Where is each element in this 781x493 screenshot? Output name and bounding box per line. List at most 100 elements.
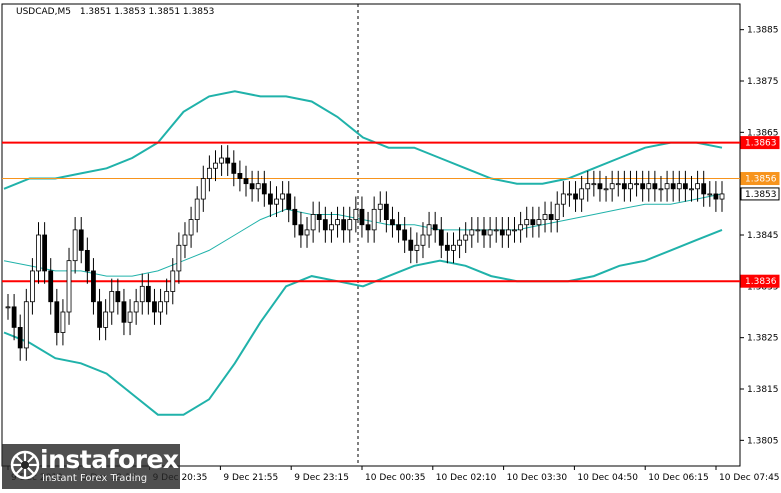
- candle-body: [188, 219, 194, 236]
- candle: [139, 273, 145, 315]
- candle: [359, 196, 365, 238]
- watermark-tagline: Instant Forex Trading: [42, 473, 148, 484]
- candle: [194, 186, 200, 233]
- candle-body: [243, 178, 249, 185]
- candle-body: [640, 183, 646, 190]
- candle-body: [30, 270, 35, 303]
- candle: [243, 165, 249, 197]
- candle-body: [286, 193, 292, 210]
- candle-body: [487, 229, 493, 236]
- candle-body: [255, 183, 261, 190]
- y-tick-label: 1.3865: [747, 128, 779, 138]
- candle: [48, 258, 54, 315]
- candle: [713, 181, 719, 212]
- candle-body: [23, 301, 29, 349]
- price-tag-label: 1.3853: [745, 190, 777, 200]
- candle: [585, 170, 591, 202]
- candle: [560, 181, 566, 218]
- candle-body: [396, 224, 401, 231]
- candle: [353, 196, 359, 233]
- ohlc-values: 1.3851 1.3853 1.3851 1.3853: [80, 7, 215, 17]
- candle: [499, 217, 505, 248]
- candle: [182, 222, 188, 259]
- candle-body: [481, 229, 487, 236]
- candle: [316, 201, 322, 233]
- candle-body: [54, 301, 60, 333]
- candle-body: [676, 183, 682, 190]
- candle: [493, 217, 499, 243]
- candle-body: [341, 219, 347, 231]
- level-lines: [2, 141, 740, 283]
- candle: [591, 170, 597, 197]
- candle: [695, 170, 700, 202]
- candle: [78, 217, 84, 264]
- candle-body: [701, 183, 707, 195]
- candle-body: [463, 234, 469, 241]
- candle-body: [719, 193, 725, 200]
- candle-body: [347, 219, 353, 231]
- candle-body: [628, 183, 633, 190]
- candle: [280, 181, 286, 212]
- candle: [658, 175, 664, 202]
- candle-body: [390, 219, 395, 226]
- candle-body: [469, 229, 475, 236]
- candle: [274, 186, 279, 218]
- candle-body: [310, 214, 316, 231]
- candle: [396, 211, 401, 243]
- candle-body: [512, 229, 517, 232]
- candle-body: [194, 198, 200, 220]
- candle-body: [499, 229, 505, 236]
- price-tag-box: [740, 187, 780, 201]
- candle-body: [695, 183, 700, 190]
- candle: [719, 181, 725, 212]
- candle-body: [493, 229, 499, 232]
- candle-body: [524, 219, 530, 226]
- candle-body: [664, 183, 670, 190]
- candle: [628, 170, 633, 202]
- candle: [426, 211, 432, 248]
- candle-body: [109, 291, 115, 313]
- candle: [298, 211, 304, 248]
- candle: [23, 288, 29, 361]
- price-tag-box: [740, 274, 780, 288]
- candle-body: [591, 183, 597, 186]
- x-tick-label: 10 Dec 04:50: [577, 473, 638, 483]
- candle: [530, 206, 536, 238]
- candle: [97, 288, 102, 341]
- candle: [536, 206, 542, 238]
- candle: [42, 222, 48, 284]
- candle: [548, 201, 554, 233]
- candle-body: [36, 234, 41, 272]
- candle: [634, 170, 639, 197]
- candle: [615, 170, 621, 197]
- bollinger-lower-line: [3, 228, 723, 416]
- candle: [670, 170, 676, 202]
- candle: [579, 175, 585, 212]
- candle-body: [451, 244, 456, 251]
- candle-body: [585, 183, 591, 190]
- x-tick-label: 10 Dec 00:35: [365, 473, 426, 483]
- candle: [206, 155, 212, 192]
- candle-body: [304, 229, 310, 236]
- candle-body: [573, 193, 578, 200]
- candle-body: [457, 239, 462, 246]
- candle: [518, 211, 524, 243]
- y-tick-label: 1.3825: [747, 334, 779, 344]
- candle-body: [603, 188, 609, 191]
- candle: [542, 201, 548, 233]
- candle-body: [542, 214, 548, 220]
- candle-body: [237, 172, 243, 179]
- candle: [237, 160, 243, 192]
- candle: [432, 211, 438, 243]
- symbol-label: USDCAD,M5: [16, 7, 71, 17]
- candle-body: [97, 301, 102, 328]
- candle-body: [48, 270, 54, 303]
- candle-body: [548, 214, 554, 220]
- price-tag-box: [740, 172, 780, 186]
- candle-body: [329, 224, 334, 231]
- candle-body: [377, 203, 383, 210]
- candle: [573, 181, 578, 212]
- candle: [127, 299, 133, 336]
- candle-body: [658, 188, 664, 191]
